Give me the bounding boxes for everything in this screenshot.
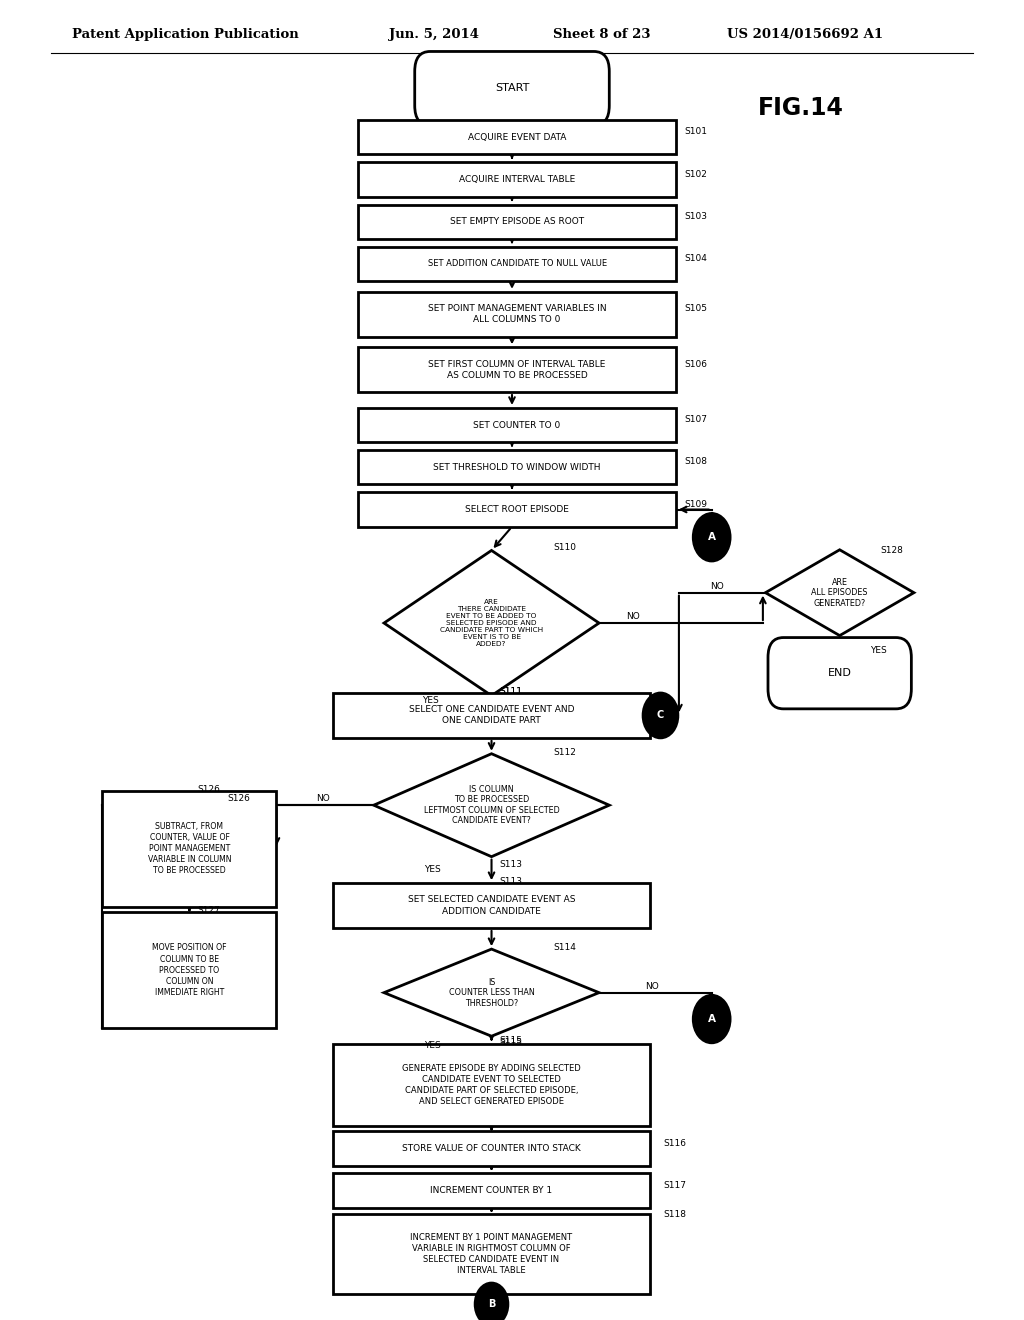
- Text: Jun. 5, 2014: Jun. 5, 2014: [389, 28, 479, 41]
- Text: S128: S128: [881, 546, 903, 554]
- Text: INCREMENT COUNTER BY 1: INCREMENT COUNTER BY 1: [430, 1187, 553, 1195]
- Text: S118: S118: [664, 1210, 686, 1218]
- FancyBboxPatch shape: [333, 1214, 650, 1294]
- Text: S103: S103: [684, 213, 707, 220]
- Text: S112: S112: [553, 748, 575, 756]
- FancyBboxPatch shape: [768, 638, 911, 709]
- Text: C: C: [656, 710, 665, 721]
- Polygon shape: [384, 949, 599, 1036]
- Text: YES: YES: [424, 866, 440, 874]
- Text: S115: S115: [500, 1039, 522, 1047]
- Text: NO: NO: [645, 982, 659, 990]
- Text: S114: S114: [553, 944, 575, 952]
- Text: S105: S105: [684, 305, 707, 313]
- Text: S110: S110: [553, 544, 575, 552]
- FancyBboxPatch shape: [358, 492, 676, 527]
- Text: SUBTRACT, FROM
COUNTER, VALUE OF
POINT MANAGEMENT
VARIABLE IN COLUMN
TO BE PROCE: SUBTRACT, FROM COUNTER, VALUE OF POINT M…: [147, 822, 231, 875]
- FancyBboxPatch shape: [102, 912, 276, 1028]
- Polygon shape: [765, 549, 913, 635]
- Text: FIG.14: FIG.14: [758, 96, 844, 120]
- Text: YES: YES: [422, 697, 438, 705]
- Text: S113: S113: [500, 878, 522, 886]
- Circle shape: [643, 693, 678, 738]
- Text: S126: S126: [198, 785, 220, 793]
- FancyBboxPatch shape: [333, 1044, 650, 1126]
- FancyBboxPatch shape: [358, 292, 676, 337]
- Text: S115: S115: [500, 1036, 522, 1044]
- Text: S127: S127: [198, 907, 220, 915]
- Text: B: B: [487, 1299, 496, 1309]
- Text: S104: S104: [684, 255, 707, 263]
- FancyBboxPatch shape: [333, 883, 650, 928]
- FancyBboxPatch shape: [333, 1131, 650, 1166]
- Text: Patent Application Publication: Patent Application Publication: [72, 28, 298, 41]
- Text: IS
COUNTER LESS THAN
THRESHOLD?: IS COUNTER LESS THAN THRESHOLD?: [449, 978, 535, 1007]
- Text: S117: S117: [664, 1181, 686, 1189]
- FancyBboxPatch shape: [358, 408, 676, 442]
- Text: START: START: [495, 83, 529, 94]
- FancyBboxPatch shape: [358, 120, 676, 154]
- FancyBboxPatch shape: [358, 162, 676, 197]
- FancyBboxPatch shape: [358, 247, 676, 281]
- Text: SET FIRST COLUMN OF INTERVAL TABLE
AS COLUMN TO BE PROCESSED: SET FIRST COLUMN OF INTERVAL TABLE AS CO…: [428, 359, 606, 380]
- FancyBboxPatch shape: [333, 1173, 650, 1208]
- Text: US 2014/0156692 A1: US 2014/0156692 A1: [727, 28, 883, 41]
- Text: GENERATE EPISODE BY ADDING SELECTED
CANDIDATE EVENT TO SELECTED
CANDIDATE PART O: GENERATE EPISODE BY ADDING SELECTED CAND…: [402, 1064, 581, 1106]
- Text: ARE
ALL EPISODES
GENERATED?: ARE ALL EPISODES GENERATED?: [811, 578, 868, 607]
- Text: SET POINT MANAGEMENT VARIABLES IN
ALL COLUMNS TO 0: SET POINT MANAGEMENT VARIABLES IN ALL CO…: [428, 304, 606, 325]
- Circle shape: [475, 1283, 508, 1320]
- Text: ARE
THERE CANDIDATE
EVENT TO BE ADDED TO
SELECTED EPISODE AND
CANDIDATE PART TO : ARE THERE CANDIDATE EVENT TO BE ADDED TO…: [440, 599, 543, 647]
- Text: IS COLUMN
TO BE PROCESSED
LEFTMOST COLUMN OF SELECTED
CANDIDATE EVENT?: IS COLUMN TO BE PROCESSED LEFTMOST COLUM…: [424, 785, 559, 825]
- FancyBboxPatch shape: [415, 51, 609, 125]
- FancyBboxPatch shape: [358, 347, 676, 392]
- Text: S108: S108: [684, 458, 707, 466]
- Text: SET ADDITION CANDIDATE TO NULL VALUE: SET ADDITION CANDIDATE TO NULL VALUE: [428, 260, 606, 268]
- Text: S107: S107: [684, 416, 707, 424]
- Text: A: A: [708, 1014, 716, 1024]
- Text: S102: S102: [684, 170, 707, 178]
- Circle shape: [693, 513, 730, 561]
- Text: A: A: [708, 532, 716, 543]
- Text: Sheet 8 of 23: Sheet 8 of 23: [553, 28, 650, 41]
- Text: S109: S109: [684, 500, 707, 508]
- Text: INCREMENT BY 1 POINT MANAGEMENT
VARIABLE IN RIGHTMOST COLUMN OF
SELECTED CANDIDA: INCREMENT BY 1 POINT MANAGEMENT VARIABLE…: [411, 1233, 572, 1275]
- Text: SET COUNTER TO 0: SET COUNTER TO 0: [473, 421, 561, 429]
- FancyBboxPatch shape: [333, 693, 650, 738]
- Text: NO: NO: [315, 795, 330, 803]
- FancyBboxPatch shape: [358, 205, 676, 239]
- Text: SELECT ROOT EPISODE: SELECT ROOT EPISODE: [465, 506, 569, 513]
- Text: SELECT ONE CANDIDATE EVENT AND
ONE CANDIDATE PART: SELECT ONE CANDIDATE EVENT AND ONE CANDI…: [409, 705, 574, 726]
- Text: STORE VALUE OF COUNTER INTO STACK: STORE VALUE OF COUNTER INTO STACK: [402, 1144, 581, 1152]
- Polygon shape: [384, 550, 599, 696]
- Text: ACQUIRE INTERVAL TABLE: ACQUIRE INTERVAL TABLE: [459, 176, 575, 183]
- Text: SET SELECTED CANDIDATE EVENT AS
ADDITION CANDIDATE: SET SELECTED CANDIDATE EVENT AS ADDITION…: [408, 895, 575, 916]
- Text: END: END: [827, 668, 852, 678]
- Text: S111: S111: [500, 688, 522, 696]
- Text: S113: S113: [500, 861, 522, 869]
- FancyBboxPatch shape: [102, 791, 276, 907]
- Circle shape: [693, 995, 730, 1043]
- Text: S116: S116: [664, 1139, 686, 1147]
- Text: S101: S101: [684, 128, 707, 136]
- Text: MOVE POSITION OF
COLUMN TO BE
PROCESSED TO
COLUMN ON
IMMEDIATE RIGHT: MOVE POSITION OF COLUMN TO BE PROCESSED …: [153, 944, 226, 997]
- Text: S126: S126: [227, 795, 250, 803]
- Text: S111: S111: [500, 688, 522, 696]
- Text: ACQUIRE EVENT DATA: ACQUIRE EVENT DATA: [468, 133, 566, 141]
- Text: SET EMPTY EPISODE AS ROOT: SET EMPTY EPISODE AS ROOT: [451, 218, 584, 226]
- Text: NO: NO: [626, 612, 640, 620]
- Text: SET THRESHOLD TO WINDOW WIDTH: SET THRESHOLD TO WINDOW WIDTH: [433, 463, 601, 471]
- Text: YES: YES: [424, 1041, 440, 1049]
- Text: NO: NO: [710, 582, 724, 590]
- Text: YES: YES: [870, 647, 887, 655]
- Polygon shape: [374, 754, 609, 857]
- Text: S106: S106: [684, 360, 707, 368]
- FancyBboxPatch shape: [358, 450, 676, 484]
